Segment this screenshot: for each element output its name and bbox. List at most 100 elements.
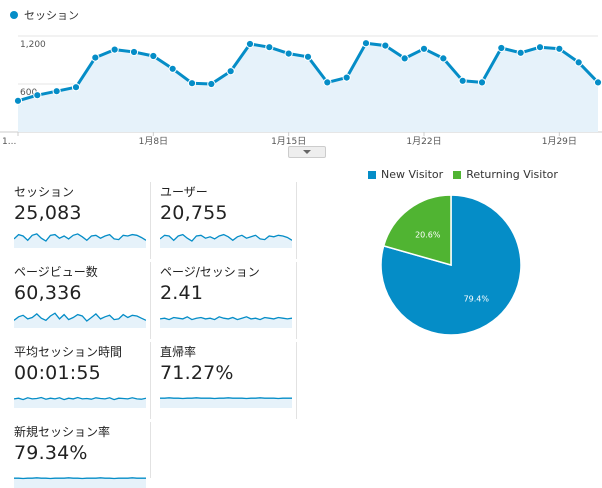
sparkline-fill: [160, 234, 292, 248]
metric-users[interactable]: ユーザー 20,755: [160, 183, 296, 248]
metric-sparkline: [14, 312, 146, 328]
x-tick-label: 1月22日: [406, 136, 441, 147]
data-point: [361, 39, 371, 48]
pie-slice-label: 20.6%: [415, 230, 441, 239]
x-tick-label: 1...: [2, 137, 16, 147]
visitor-type-pie-chart: 79.4% 20.6%: [380, 194, 522, 336]
data-point: [516, 48, 525, 57]
legend-swatch: [453, 170, 462, 179]
x-tick-label: 1月8日: [139, 136, 168, 147]
data-point: [13, 96, 23, 105]
metric-divider: [150, 262, 151, 339]
legend-label: Returning Visitor: [466, 168, 558, 181]
metric-new-session-rate[interactable]: 新規セッション率 79.34%: [14, 423, 150, 488]
data-point: [149, 51, 158, 61]
y-tick-label: 600: [20, 88, 37, 98]
data-point: [497, 43, 506, 53]
x-tick-label: 1月15日: [271, 136, 306, 147]
metric-divider: [296, 182, 297, 259]
sparkline-line: [14, 312, 146, 322]
metric-value: 20,755: [160, 202, 228, 224]
metric-label: 直帰率: [160, 345, 197, 359]
metric-divider: [296, 262, 297, 339]
sparkline-line: [160, 397, 292, 400]
sparkline-line: [14, 477, 146, 480]
sparkline-fill: [160, 397, 292, 408]
metric-label: ユーザー: [160, 185, 208, 199]
metric-label: 平均セッション時間: [14, 345, 123, 359]
data-point: [593, 78, 602, 87]
data-point: [187, 79, 197, 88]
metric-label: ページビュー数: [14, 265, 98, 279]
sparkline-line: [14, 396, 146, 401]
data-point: [555, 44, 564, 53]
metric-value: 60,336: [14, 282, 82, 304]
sparkline-fill: [14, 233, 146, 248]
data-point: [400, 54, 409, 63]
metric-value: 71.27%: [160, 362, 234, 384]
data-point: [323, 78, 332, 87]
data-point: [245, 39, 255, 49]
pie-slice-label: 79.4%: [464, 295, 490, 304]
pie-slice-returning-visitor: [382, 194, 452, 266]
data-point: [168, 64, 177, 73]
data-point: [303, 52, 313, 61]
metric-divider: [150, 422, 151, 478]
data-point: [458, 76, 467, 85]
metric-value: 25,083: [14, 202, 82, 224]
data-point: [129, 47, 139, 57]
metric-sparkline: [160, 397, 292, 408]
metric-bounce-rate[interactable]: 直帰率 71.27%: [160, 343, 296, 408]
data-point: [439, 54, 448, 63]
metric-sparkline: [14, 233, 146, 248]
x-tick-label: 1月29日: [542, 136, 577, 147]
metric-value: 00:01:55: [14, 362, 101, 384]
metric-sparkline: [160, 233, 292, 248]
data-point: [71, 83, 81, 92]
metric-label: セッション: [14, 185, 75, 199]
legend-label: New Visitor: [381, 168, 444, 181]
sparkline-fill: [14, 477, 146, 488]
y-tick-label: 1,200: [20, 40, 46, 50]
metric-divider: [150, 342, 151, 419]
data-point: [110, 45, 119, 54]
data-point: [284, 49, 293, 58]
sessions-legend-label: セッション: [24, 9, 79, 22]
data-point: [419, 44, 429, 53]
metric-avg-session-duration[interactable]: 平均セッション時間 00:01:55: [14, 343, 150, 408]
metric-sparkline: [160, 316, 292, 328]
sparkline-line: [160, 233, 292, 242]
metric-pages-per-session[interactable]: ページ/セッション 2.41: [160, 263, 296, 328]
data-point: [574, 58, 583, 67]
sparkline-fill: [14, 397, 146, 408]
metric-sparkline: [14, 477, 146, 488]
pie-legend-new-visitor[interactable]: New Visitor: [368, 168, 443, 181]
data-point: [535, 43, 545, 52]
sessions-legend-dot: [10, 11, 18, 19]
metric-sessions[interactable]: セッション 25,083: [14, 183, 150, 248]
sessions-line-chart: 1,200 600 1... 1月8日 1月15日 1月22日 1月29日: [0, 35, 602, 147]
chart-collapse-toggle[interactable]: [288, 146, 326, 158]
metric-value: 2.41: [160, 282, 204, 304]
data-point: [52, 87, 61, 96]
data-point: [33, 91, 42, 100]
data-point: [226, 67, 235, 76]
pie-legend-returning-visitor[interactable]: Returning Visitor: [453, 168, 558, 181]
legend-swatch: [368, 170, 376, 179]
metric-divider: [150, 182, 151, 259]
main-chart-legend[interactable]: セッション: [10, 6, 79, 24]
data-point: [91, 53, 100, 62]
data-point: [381, 41, 390, 50]
metric-label: 新規セッション率: [14, 425, 111, 439]
data-point: [342, 73, 351, 82]
metric-sparkline: [14, 396, 146, 408]
pie-legend: New Visitor Returning Visitor: [368, 168, 568, 181]
metric-value: 79.34%: [14, 442, 88, 464]
data-point: [207, 79, 216, 89]
metric-label: ページ/セッション: [160, 265, 260, 279]
metric-pageviews[interactable]: ページビュー数 60,336: [14, 263, 150, 328]
data-point: [477, 78, 487, 87]
sparkline-fill: [14, 313, 146, 328]
data-point: [265, 43, 274, 52]
sessions-area-fill: [18, 43, 598, 133]
